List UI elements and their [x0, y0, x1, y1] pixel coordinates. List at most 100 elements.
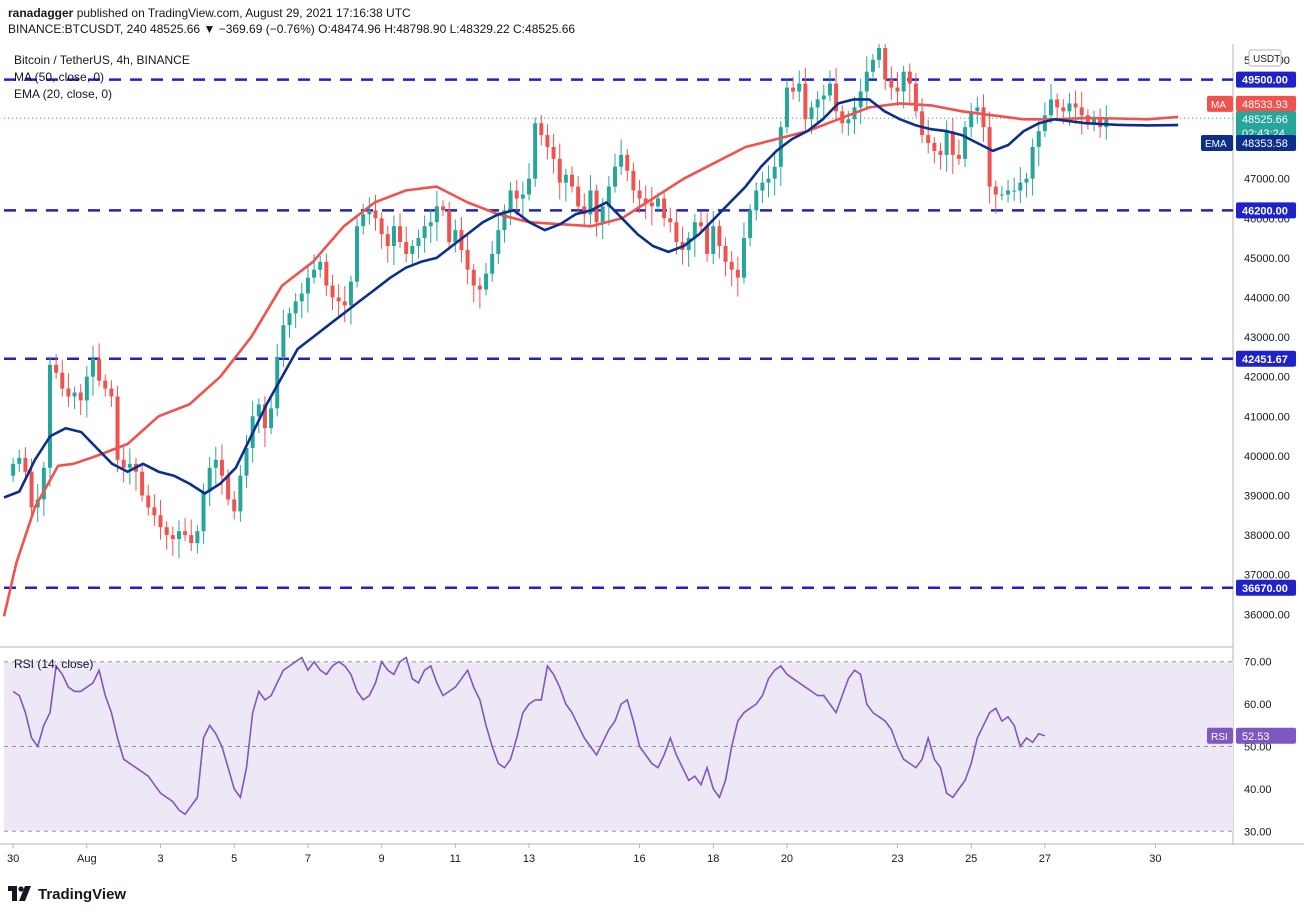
candle-body — [705, 226, 710, 254]
price-tick-label: 45000.00 — [1244, 253, 1290, 265]
author-name[interactable]: ranadagger — [8, 6, 74, 20]
candle-body — [662, 198, 667, 219]
candle-body — [404, 242, 409, 254]
candle-body — [766, 178, 771, 183]
candle-body — [1067, 103, 1072, 112]
close-label: C: — [513, 22, 526, 36]
candle-body — [305, 277, 310, 294]
rsi-legend[interactable]: RSI (14, close) — [14, 657, 94, 671]
candle-body — [115, 396, 120, 460]
candle-body — [361, 214, 366, 227]
price-tick-label: 39000.00 — [1244, 491, 1290, 503]
rsi-tick-label: 50.00 — [1244, 742, 1272, 754]
candle-body — [330, 285, 335, 298]
level-tag — [1236, 350, 1296, 367]
time-tick-label: 11 — [450, 853, 461, 865]
candle-body — [269, 408, 274, 429]
low-value: 48329.22 — [459, 22, 510, 36]
candle-body — [453, 230, 458, 243]
candle-body — [686, 238, 691, 250]
chart-area[interactable]: 36000.00 37000.00 38000.00 39000.00 40000.00… — [0, 37, 1304, 876]
candle-body — [90, 358, 95, 377]
tradingview-brand: TradingView — [38, 885, 127, 903]
candle-body — [170, 535, 175, 540]
candle-body — [189, 535, 194, 544]
ma-price-tag — [1236, 95, 1296, 112]
candle-body — [355, 226, 360, 282]
candle-body — [47, 364, 52, 468]
candle-body — [256, 404, 261, 417]
candle-body — [275, 356, 280, 409]
ema-price-tag — [1236, 135, 1296, 152]
candle-body — [803, 83, 808, 120]
candle-body — [318, 261, 323, 270]
ma-price-label: 48533.93 — [1242, 99, 1288, 111]
candle-body — [348, 281, 353, 306]
candle-body — [643, 198, 648, 203]
rsi-tick-label: 40.00 — [1244, 784, 1272, 796]
rsi-tag-label: RSI — [1211, 732, 1228, 743]
candle-body — [1024, 178, 1029, 183]
candle-body — [754, 190, 759, 211]
last-price-tag — [1236, 111, 1296, 142]
ema-legend[interactable]: EMA (20, close, 0) — [14, 87, 113, 101]
candle-body — [637, 190, 642, 199]
candle-body — [956, 154, 961, 159]
candle-body — [97, 358, 102, 381]
ma-legend[interactable]: MA (50, close, 0) — [14, 70, 105, 84]
candle-body — [889, 79, 894, 88]
candle-body — [146, 495, 151, 508]
candle-body — [938, 150, 943, 155]
level-tag — [1236, 579, 1296, 596]
chart-canvas[interactable]: 36000.00 37000.00 38000.00 39000.00 40000.00… — [0, 37, 1304, 876]
down-arrow-icon: ▼ — [203, 22, 216, 36]
candle-body — [121, 459, 126, 468]
time-tick-label: 13 — [523, 853, 535, 865]
candle-body — [723, 245, 728, 262]
tradingview-logo[interactable]: TradingView — [8, 885, 126, 903]
candle-body — [1049, 99, 1054, 116]
candle-body — [342, 301, 347, 306]
candle-body — [729, 261, 734, 270]
candle-body — [944, 131, 949, 155]
time-tick-label: 30 — [7, 853, 19, 865]
candle-body — [490, 253, 495, 274]
time-tick-label: 30 — [1149, 853, 1161, 865]
candle-body — [41, 467, 46, 500]
candle-body — [195, 531, 200, 544]
currency-label: USDT — [1253, 54, 1280, 65]
candle-body — [784, 87, 789, 128]
time-tick-label: 16 — [633, 853, 645, 865]
time-tick-label: 25 — [965, 853, 977, 865]
candle-body — [821, 95, 826, 100]
candle-body — [60, 372, 65, 389]
candle-body — [926, 135, 931, 144]
symbol-label: BINANCE:BTCUSDT, 240 — [8, 22, 147, 36]
candle-body — [207, 467, 212, 492]
candle-body — [809, 107, 814, 120]
candle-body — [748, 210, 753, 239]
candle-body — [717, 226, 722, 246]
candle-body — [760, 182, 765, 191]
candle-body — [398, 226, 403, 243]
candle-body — [975, 107, 980, 112]
rsi-line — [12, 656, 1046, 816]
candle-body — [471, 269, 476, 286]
chart-title-legend[interactable]: Bitcoin / TetherUS, 4h, BINANCE — [14, 53, 190, 67]
candle-body — [299, 293, 304, 302]
candle-body — [999, 194, 1004, 196]
candle-body — [287, 313, 292, 326]
candle-body — [238, 475, 243, 512]
candle-body — [232, 499, 237, 512]
open-label: O: — [318, 22, 331, 36]
candle-body — [913, 83, 918, 112]
candle-body — [649, 202, 654, 207]
candle-body — [367, 210, 372, 215]
time-tick-label: 27 — [1039, 853, 1051, 865]
candle-body — [66, 388, 71, 397]
time-tick-label: 7 — [305, 853, 311, 865]
tradingview-logo-icon — [8, 886, 34, 902]
candles — [11, 37, 1109, 559]
candle-body — [527, 178, 532, 195]
time-tick-label: 9 — [379, 853, 385, 865]
